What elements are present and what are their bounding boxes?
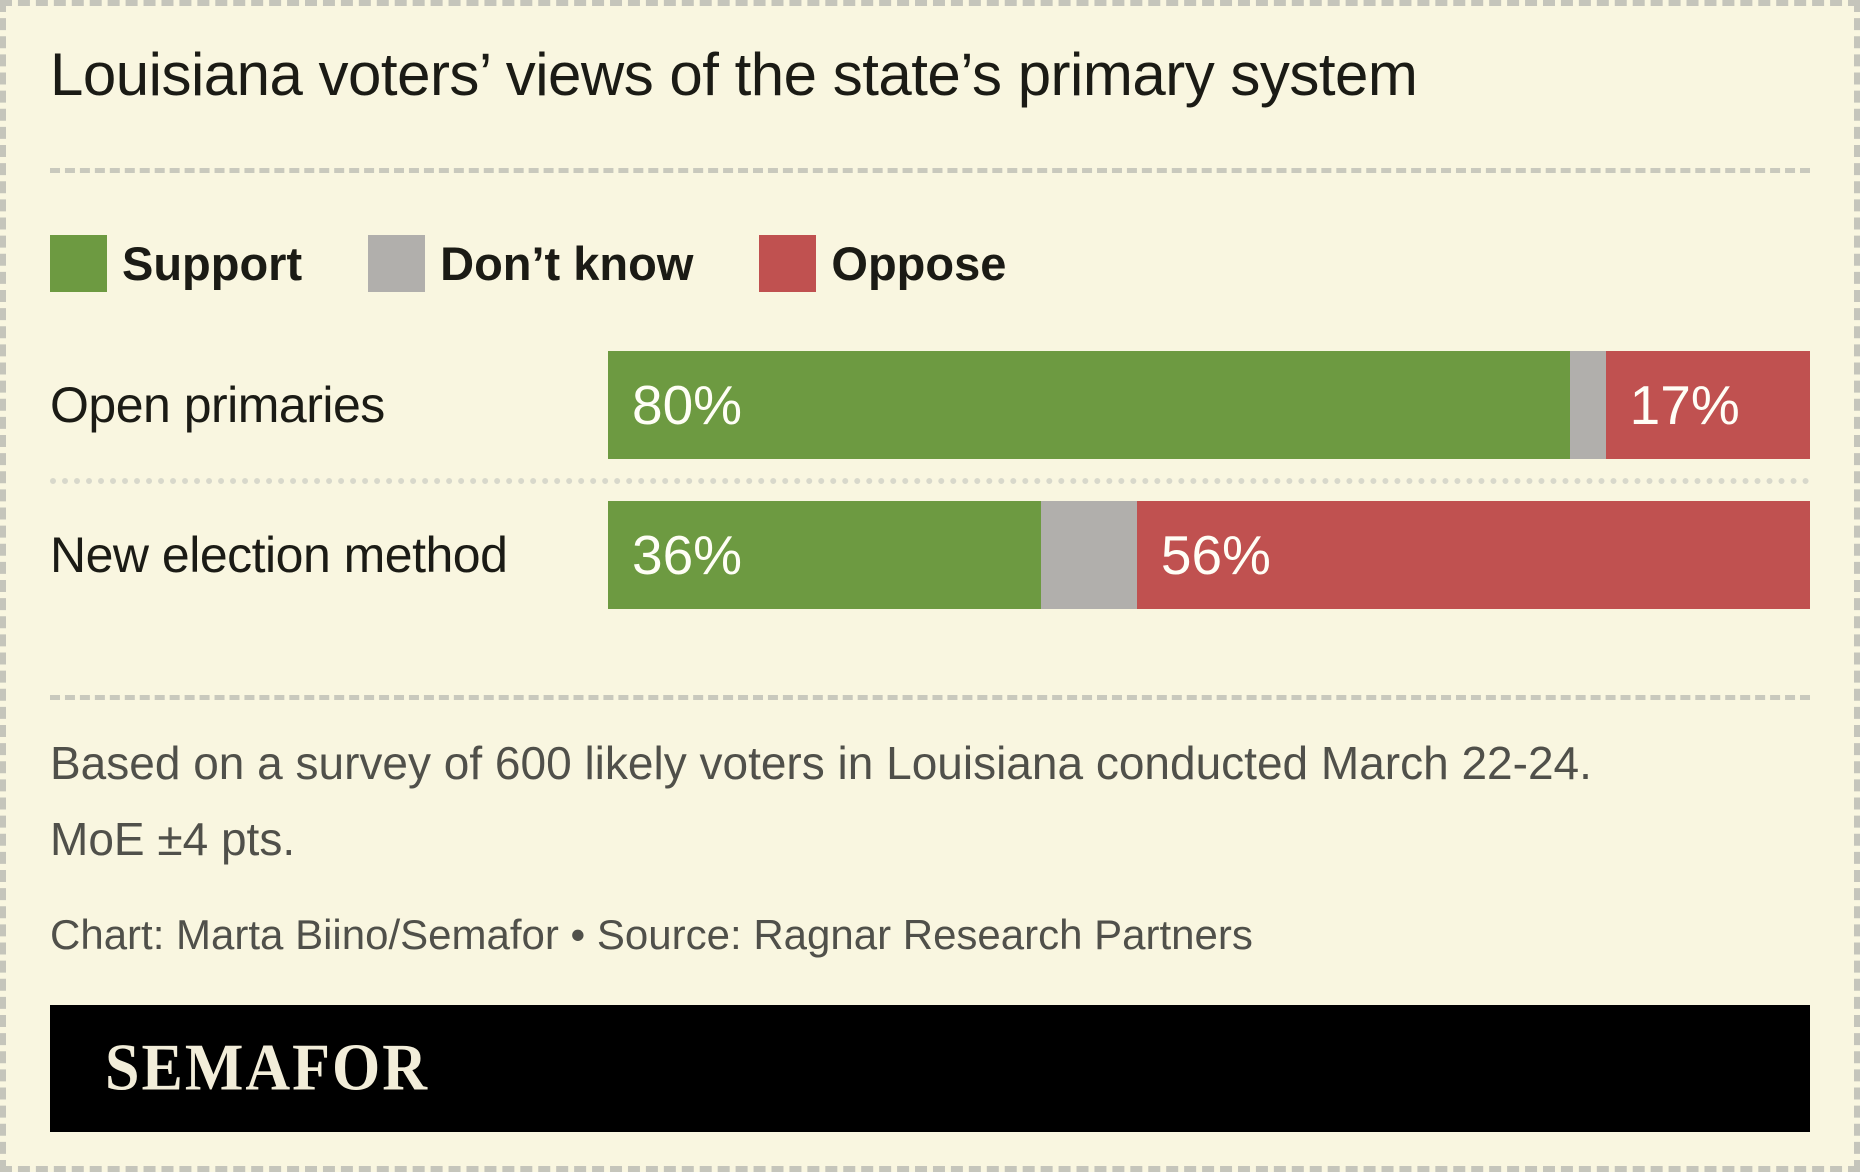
legend-item-support: Support xyxy=(50,235,302,292)
value-label-support: 80% xyxy=(632,374,743,436)
bar-segment-support: 80% xyxy=(608,351,1570,459)
semafor-logo: SEMAFOR xyxy=(105,1031,429,1105)
credit-line: Chart: Marta Biino/Semafor • Source: Rag… xyxy=(50,911,1253,958)
legend: Support Don’t know Oppose xyxy=(50,235,1810,292)
divider-dashed-top xyxy=(50,168,1810,173)
divider-dashed-bottom xyxy=(50,695,1810,700)
bar-track-new-election-method: 36% 56% xyxy=(608,501,1810,609)
bar-row-new-election-method: New election method 36% 56% xyxy=(50,501,1810,609)
legend-label-oppose: Oppose xyxy=(831,237,1007,290)
bar-segment-dont-know xyxy=(1569,351,1606,459)
bar-segment-oppose: 17% xyxy=(1605,351,1810,459)
bar-segment-dont-know xyxy=(1040,501,1137,609)
footnote-line-1: Based on a survey of 600 likely voters i… xyxy=(50,737,1592,789)
semafor-logo-bar: SEMAFOR xyxy=(50,1005,1810,1132)
legend-swatch-support xyxy=(50,235,107,292)
divider-dotted-between-rows xyxy=(50,478,1810,484)
value-label-support: 36% xyxy=(632,524,743,586)
bar-row-open-primaries: Open primaries 80% 17% xyxy=(50,351,1810,459)
value-label-oppose: 17% xyxy=(1629,374,1740,436)
chart-title: Louisiana voters’ views of the state’s p… xyxy=(50,41,1418,108)
bar-segment-support: 36% xyxy=(608,501,1041,609)
legend-swatch-oppose xyxy=(759,235,817,292)
legend-swatch-dont-know xyxy=(368,235,426,292)
legend-label-support: Support xyxy=(122,237,303,290)
value-label-oppose: 56% xyxy=(1160,524,1271,586)
category-label-open-primaries: Open primaries xyxy=(50,377,385,433)
stacked-bar-chart: Open primaries 80% 17% New election meth… xyxy=(50,351,1810,609)
legend-item-oppose: Oppose xyxy=(759,235,1006,292)
bar-segment-oppose: 56% xyxy=(1136,501,1810,609)
legend-item-dont-know: Don’t know xyxy=(368,235,693,292)
legend-label-dont-know: Don’t know xyxy=(440,237,694,290)
footnote: Based on a survey of 600 likely voters i… xyxy=(50,725,1810,877)
category-label-new-election-method: New election method xyxy=(50,527,508,583)
bar-track-open-primaries: 80% 17% xyxy=(608,351,1810,459)
footnote-line-2: MoE ±4 pts. xyxy=(50,813,296,865)
